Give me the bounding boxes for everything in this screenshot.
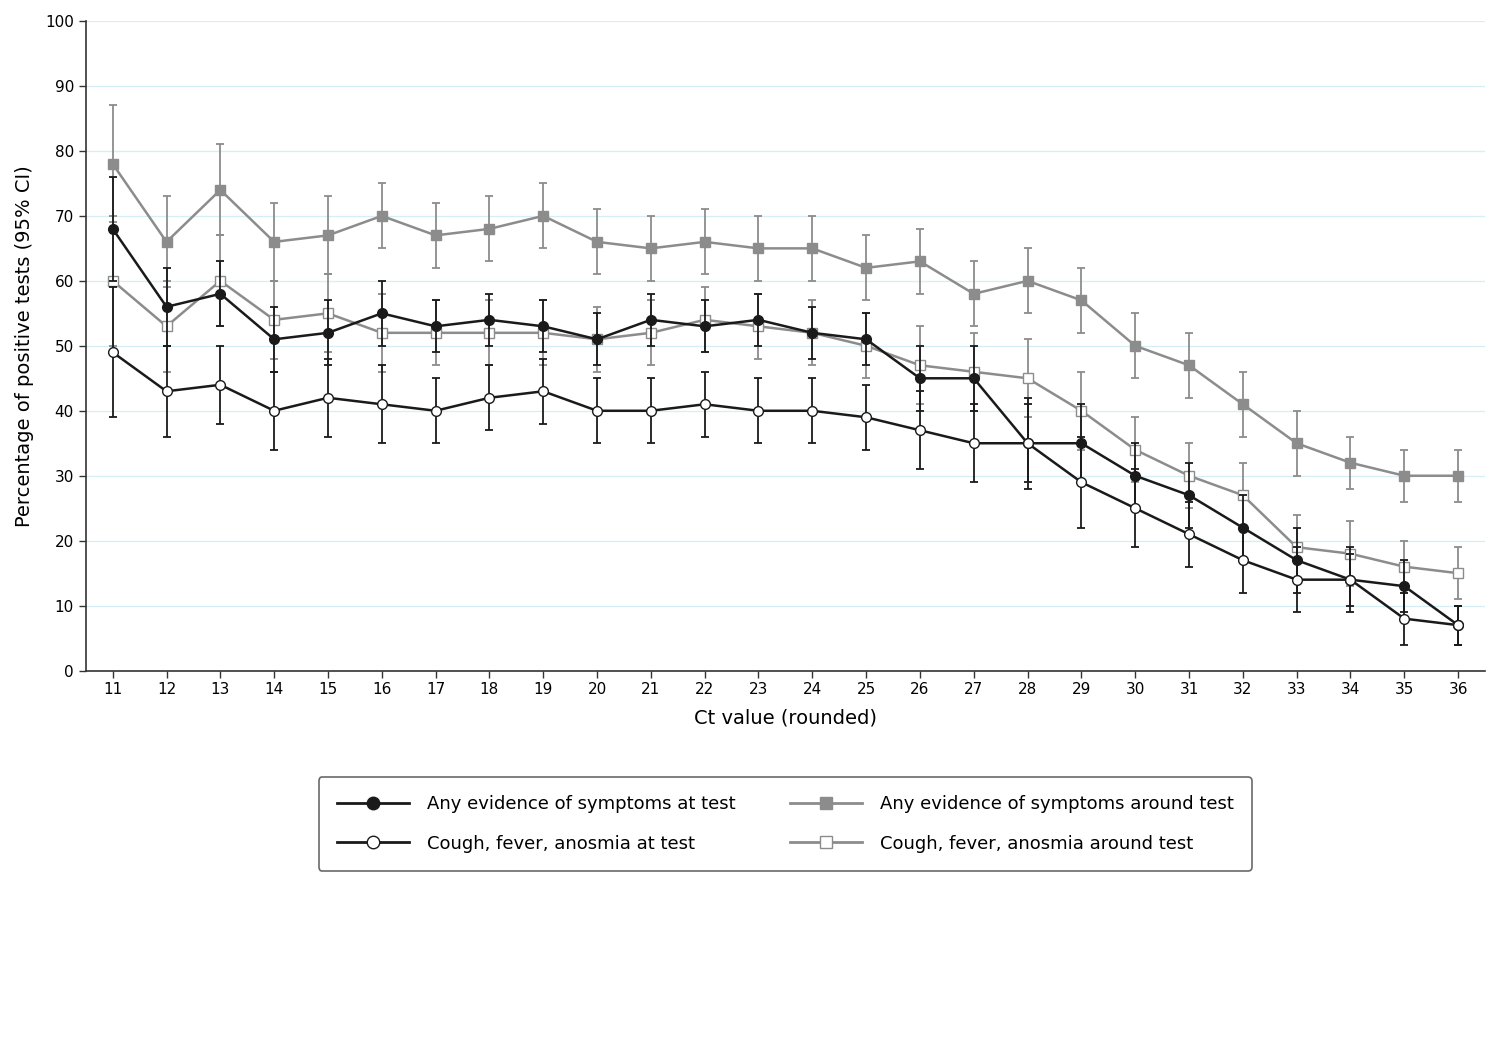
Y-axis label: Percentage of positive tests (95% CI): Percentage of positive tests (95% CI): [15, 165, 34, 526]
X-axis label: Ct value (rounded): Ct value (rounded): [694, 708, 877, 728]
Legend: Any evidence of symptoms at test, Cough, fever, anosmia at test, Any evidence of: Any evidence of symptoms at test, Cough,…: [318, 777, 1252, 870]
